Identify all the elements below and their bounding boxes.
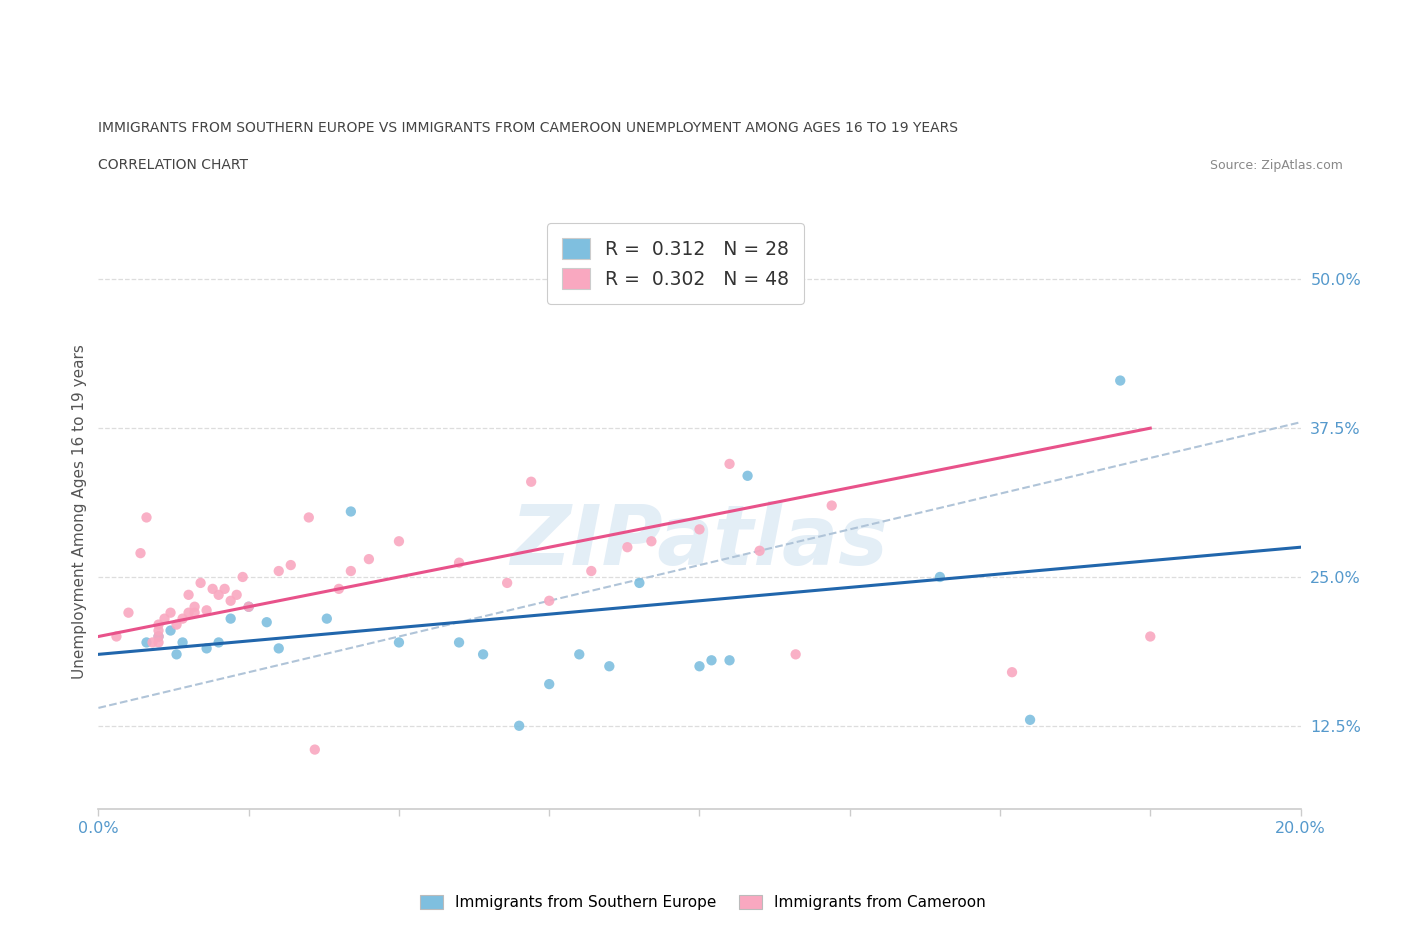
Point [267, 641, 290, 656]
Point [214, 581, 236, 596]
Point [568, 647, 591, 662]
Point [238, 599, 260, 614]
Point [520, 474, 543, 489]
Point [688, 658, 710, 673]
Text: CORRELATION CHART: CORRELATION CHART [98, 158, 249, 172]
Point [105, 629, 128, 644]
Point [1001, 665, 1024, 680]
Point [232, 569, 254, 584]
Point [177, 588, 200, 603]
Point [280, 558, 302, 573]
Point [159, 623, 181, 638]
Point [225, 588, 247, 603]
Point [195, 641, 218, 656]
Point [166, 647, 188, 662]
Point [141, 635, 163, 650]
Point [201, 581, 224, 596]
Point [598, 658, 620, 673]
Point [315, 611, 337, 626]
Point [148, 629, 170, 644]
Point [1109, 373, 1132, 388]
Point [190, 576, 212, 591]
Point [135, 510, 157, 525]
Point [148, 618, 170, 632]
Point [195, 603, 218, 618]
Text: ZIPatlas: ZIPatlas [510, 500, 889, 582]
Point [159, 605, 181, 620]
Point [538, 677, 561, 692]
Point [718, 653, 741, 668]
Point [538, 593, 561, 608]
Point [117, 605, 139, 620]
Point [340, 504, 363, 519]
Y-axis label: Unemployment Among Ages 16 to 19 years: Unemployment Among Ages 16 to 19 years [72, 344, 87, 679]
Point [148, 629, 170, 644]
Point [153, 611, 176, 626]
Point [508, 718, 530, 733]
Point [718, 457, 741, 472]
Point [177, 605, 200, 620]
Point [208, 588, 231, 603]
Point [496, 576, 519, 591]
Point [208, 635, 231, 650]
Point [581, 564, 603, 578]
Point [748, 543, 770, 558]
Point [148, 635, 170, 650]
Point [172, 611, 194, 626]
Point [166, 618, 188, 632]
Point [447, 555, 470, 570]
Point [700, 653, 723, 668]
Text: Source: ZipAtlas.com: Source: ZipAtlas.com [1209, 159, 1343, 172]
Point [148, 623, 170, 638]
Point [472, 647, 495, 662]
Point [821, 498, 844, 513]
Point [628, 576, 651, 591]
Point [219, 611, 242, 626]
Point [785, 647, 807, 662]
Point [172, 635, 194, 650]
Legend: Immigrants from Southern Europe, Immigrants from Cameroon: Immigrants from Southern Europe, Immigra… [412, 887, 994, 918]
Point [929, 569, 952, 584]
Point [340, 564, 363, 578]
Point [388, 635, 411, 650]
Point [219, 593, 242, 608]
Point [357, 551, 380, 566]
Point [447, 635, 470, 650]
Point [1139, 629, 1161, 644]
Point [737, 469, 759, 484]
Point [298, 510, 321, 525]
Point [1019, 712, 1042, 727]
Point [328, 581, 350, 596]
Point [135, 635, 157, 650]
Point [688, 522, 710, 537]
Point [183, 599, 205, 614]
Text: IMMIGRANTS FROM SOUTHERN EUROPE VS IMMIGRANTS FROM CAMEROON UNEMPLOYMENT AMONG A: IMMIGRANTS FROM SOUTHERN EUROPE VS IMMIG… [98, 121, 959, 135]
Point [183, 605, 205, 620]
Point [256, 615, 278, 630]
Point [304, 742, 326, 757]
Point [238, 599, 260, 614]
Point [388, 534, 411, 549]
Point [129, 546, 152, 561]
Point [640, 534, 662, 549]
Point [267, 564, 290, 578]
Point [616, 539, 638, 554]
Legend: R =  0.312   N = 28, R =  0.302   N = 48: R = 0.312 N = 28, R = 0.302 N = 48 [547, 223, 804, 304]
